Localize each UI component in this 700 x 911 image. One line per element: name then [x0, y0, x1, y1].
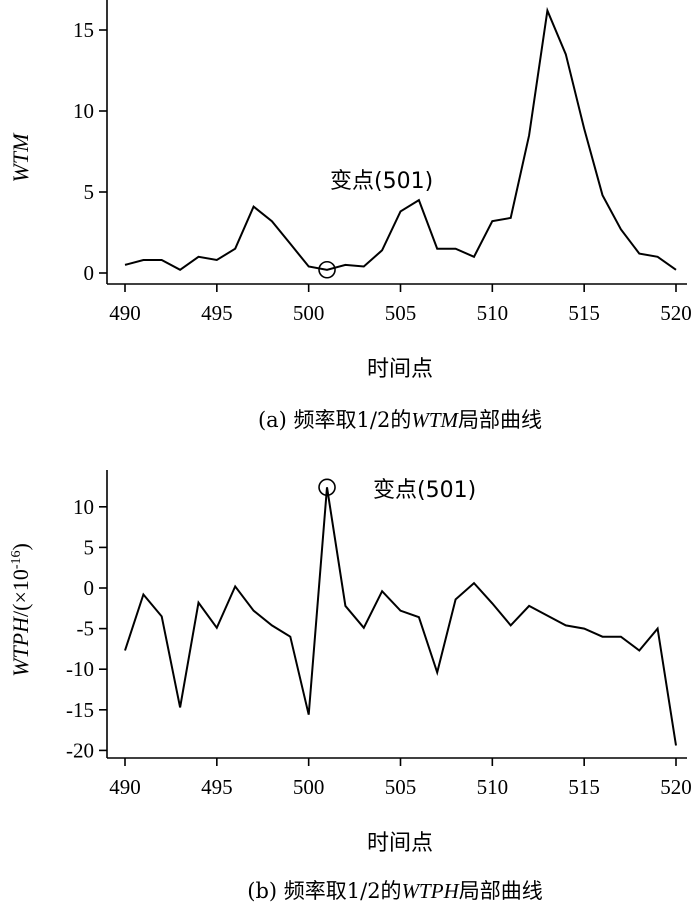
panel-b-wtph-chart: 490 495 500 505 510 515 520 10 5 0 -5 -10 -15 -20 变点(…	[8, 470, 692, 903]
x-tick-label: 495	[201, 301, 233, 325]
panel-a-wtm-series-line	[124, 6, 677, 271]
y-tick-label: -10	[66, 657, 94, 681]
y-tick-label: 5	[84, 535, 95, 559]
panel-b-ticks: 490 495 500 505 510 515 520 10 5 0 -5 -10 -15 -20	[66, 495, 692, 799]
panel-b-change-point-marker	[318, 478, 336, 497]
x-tick-label: 505	[385, 301, 417, 325]
x-tick-label: 510	[477, 775, 509, 799]
y-tick-label: 10	[73, 495, 94, 519]
x-tick-label: 500	[293, 775, 325, 799]
panel-a-caption: (a) 频率取1/2的WTM局部曲线	[258, 408, 542, 432]
x-tick-label: 520	[660, 775, 692, 799]
x-tick-label: 505	[385, 775, 417, 799]
y-tick-label: -15	[66, 698, 94, 722]
panel-b-change-point-label: 变点(501)	[373, 478, 476, 503]
y-tick-label: 15	[73, 18, 94, 42]
panel-a-y-axis-label: WTM	[8, 132, 33, 183]
x-tick-label: 520	[660, 301, 692, 325]
panel-b-caption: (b) 频率取1/2的WTPH局部曲线	[247, 879, 542, 903]
y-tick-label: -5	[77, 617, 95, 641]
x-tick-label: 500	[293, 301, 325, 325]
panel-a-change-point-marker	[318, 260, 336, 279]
panel-b-wtph-series-line	[124, 487, 677, 746]
y-tick-label: -20	[66, 738, 94, 762]
x-tick-label: 515	[568, 775, 600, 799]
x-tick-label: 495	[201, 775, 233, 799]
x-tick-label: 490	[109, 775, 141, 799]
panel-a-change-point-label: 变点(501)	[330, 169, 433, 194]
panel-b-x-axis-label: 时间点	[367, 831, 433, 856]
x-tick-label: 510	[477, 301, 509, 325]
x-tick-label: 490	[109, 301, 141, 325]
y-tick-label: 0	[84, 576, 95, 600]
panel-b-y-axis-label: WTPH/(×10-16)	[8, 543, 33, 677]
panel-a-x-axis-label: 时间点	[367, 357, 433, 382]
y-tick-label: 5	[84, 180, 95, 204]
y-tick-label: 10	[73, 99, 94, 123]
y-tick-label: 0	[84, 261, 95, 285]
x-tick-label: 515	[568, 301, 600, 325]
